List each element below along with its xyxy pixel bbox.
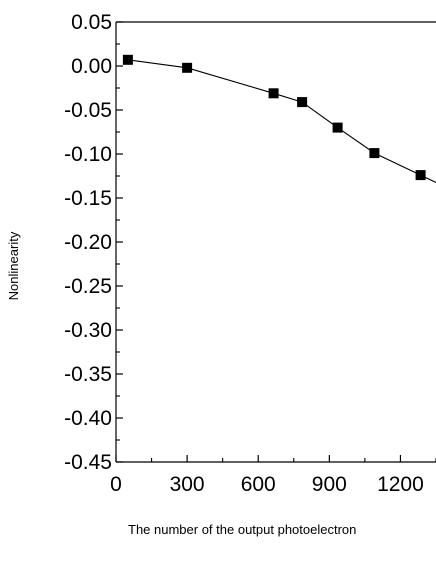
y-tick-label: -0.10 [64, 143, 112, 166]
y-tick-label: -0.25 [64, 275, 112, 298]
data-point-marker [369, 148, 380, 159]
data-point-marker [415, 170, 426, 181]
y-tick-label: 0.05 [71, 11, 112, 34]
y-tick-label: -0.40 [64, 407, 112, 430]
y-axis-title: Nonlinearity [6, 231, 21, 300]
ticks: 0.05 0.00 -0.05 -0.10 -0.15 -0.20 -0.25 -0.30 -0… [64, 11, 436, 496]
series [122, 54, 436, 183]
x-tick-label: 300 [170, 473, 205, 496]
y-tick-label: -0.45 [64, 451, 112, 474]
y-tick-label: -0.35 [64, 363, 112, 386]
x-axis-title: The number of the output photoelectron [128, 522, 356, 537]
data-point-marker [182, 62, 193, 73]
y-tick-label: -0.05 [64, 99, 112, 122]
y-tick-label: 0.00 [71, 55, 112, 78]
y-tick-label: -0.15 [64, 187, 112, 210]
x-tick-label: 900 [312, 473, 347, 496]
y-tick-label: -0.30 [64, 319, 112, 342]
data-point-marker [122, 54, 133, 65]
data-point-marker [332, 122, 343, 133]
data-point-marker [268, 88, 279, 99]
x-tick-label: 1200 [377, 473, 424, 496]
data-point-marker [297, 97, 308, 108]
series-line [127, 59, 436, 183]
x-tick-label: 0 [110, 473, 122, 496]
axes [115, 21, 436, 463]
y-tick-label: -0.20 [64, 231, 112, 254]
x-tick-label: 600 [241, 473, 276, 496]
